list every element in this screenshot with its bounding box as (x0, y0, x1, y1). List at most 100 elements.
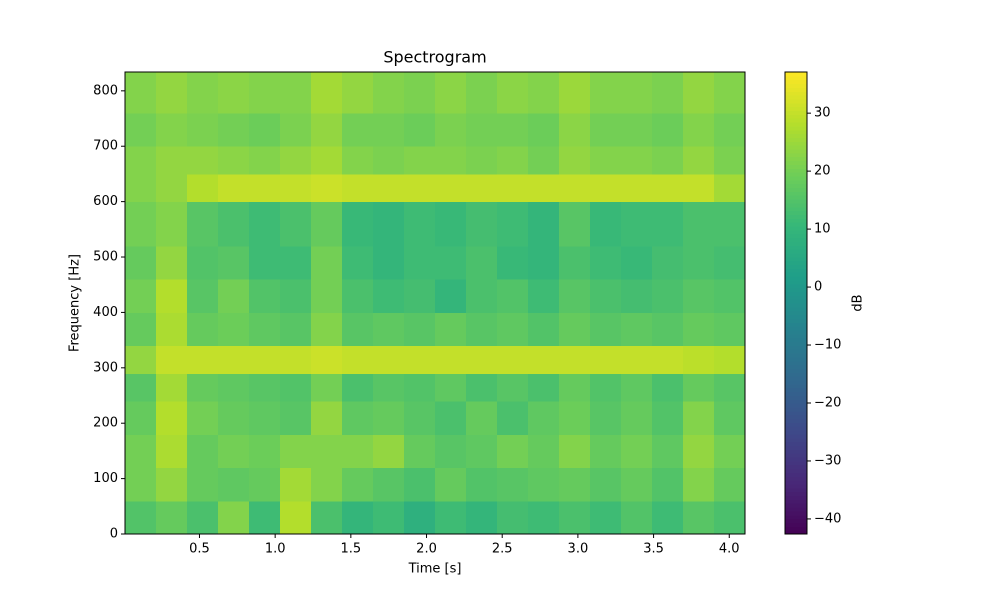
y-tick-label: 600 (93, 194, 118, 209)
cell (125, 345, 157, 374)
cell (652, 434, 684, 469)
cell (558, 467, 591, 502)
cell (125, 245, 157, 280)
cell (652, 112, 684, 147)
cell (187, 245, 219, 280)
cell (652, 467, 684, 502)
cell (403, 112, 436, 147)
cell (342, 345, 374, 374)
x-tick-label: 0.5 (189, 542, 210, 557)
cell (403, 201, 436, 247)
cell (156, 401, 188, 435)
cell (497, 112, 529, 147)
cell (621, 401, 653, 435)
y-axis-label: Frequency [Hz] (68, 254, 83, 352)
cell (248, 201, 281, 247)
cell (466, 401, 498, 435)
cell (558, 72, 591, 114)
cell (652, 345, 684, 374)
cell (682, 312, 715, 347)
cell (558, 434, 591, 469)
cell (372, 72, 405, 114)
cell (217, 312, 250, 347)
cell (125, 373, 157, 402)
cell (403, 401, 436, 435)
cell (497, 72, 529, 114)
cell (682, 373, 715, 402)
cell (466, 345, 498, 374)
x-axis-label: Time [s] (408, 562, 462, 577)
cell (187, 201, 219, 247)
cell (372, 345, 405, 374)
cell (497, 467, 529, 502)
cell (497, 312, 529, 347)
cell (497, 146, 529, 175)
cell (372, 173, 405, 203)
cell (342, 500, 374, 535)
cell (713, 312, 746, 347)
cell (156, 345, 188, 374)
cell (497, 500, 529, 535)
cell (248, 467, 281, 502)
cell (403, 173, 436, 203)
cell (342, 245, 374, 280)
cell (248, 345, 281, 374)
cell (342, 201, 374, 247)
cell (435, 467, 467, 502)
cell (435, 72, 467, 114)
cell (187, 467, 219, 502)
cell (497, 345, 529, 374)
cell (125, 401, 157, 435)
cell (466, 245, 498, 280)
cell (713, 500, 746, 535)
plot-frame (124, 71, 746, 535)
cell (527, 245, 560, 280)
cell (125, 312, 157, 347)
cell (590, 112, 622, 147)
cell (187, 146, 219, 175)
cell (156, 245, 188, 280)
cell (682, 173, 715, 203)
cell (156, 500, 188, 535)
cell (280, 345, 312, 374)
cell (248, 500, 281, 535)
cell (125, 434, 157, 469)
cell (590, 146, 622, 175)
cell (125, 467, 157, 502)
cell (125, 201, 157, 247)
cell (217, 467, 250, 502)
cell (621, 72, 653, 114)
cell (342, 434, 374, 469)
cell (621, 434, 653, 469)
cell (590, 467, 622, 502)
cell (311, 467, 343, 502)
cell (527, 279, 560, 313)
cell (156, 373, 188, 402)
cell (435, 500, 467, 535)
cell (590, 345, 622, 374)
cell (403, 345, 436, 374)
cell (187, 401, 219, 435)
cell (713, 72, 746, 114)
cell (372, 312, 405, 347)
y-tick-label: 300 (93, 360, 118, 375)
cell (187, 279, 219, 313)
cell (342, 146, 374, 175)
cell (713, 467, 746, 502)
colorbar-tick-label: −10 (814, 338, 841, 353)
cell (311, 345, 343, 374)
cell (403, 434, 436, 469)
cell (217, 373, 250, 402)
cell (248, 146, 281, 175)
cell (217, 401, 250, 435)
cell (682, 201, 715, 247)
cell (403, 500, 436, 535)
cell (497, 401, 529, 435)
cell (621, 201, 653, 247)
cell (248, 434, 281, 469)
cell (652, 245, 684, 280)
cell (435, 373, 467, 402)
cell (372, 245, 405, 280)
cell (682, 146, 715, 175)
cell (652, 201, 684, 247)
